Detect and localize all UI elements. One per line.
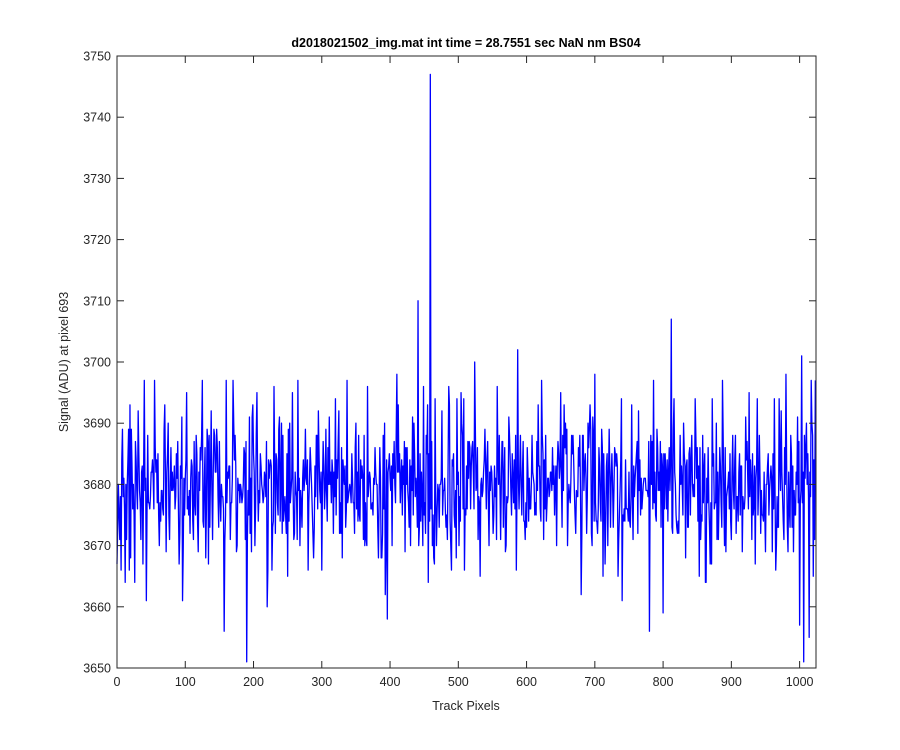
x-tick-label: 500 <box>448 675 469 689</box>
y-tick-label: 3660 <box>83 600 111 614</box>
x-axis-label: Track Pixels <box>432 699 500 713</box>
x-tick-label: 800 <box>653 675 674 689</box>
x-tick-label: 0 <box>114 675 121 689</box>
series-layer <box>116 73 816 663</box>
y-tick-label: 3670 <box>83 539 111 553</box>
y-tick-label: 3730 <box>83 172 111 186</box>
x-tick-label: 1000 <box>786 675 814 689</box>
y-axis: 3650 3660 3670 3680 3690 3700 3710 3720 3730 3740… <box>83 50 816 676</box>
chart-title: d2018021502_img.mat int time = 28.7551 s… <box>291 36 640 50</box>
x-axis: 0 100 200 300 400 500 600 700 800 900 1000 <box>114 56 814 689</box>
x-tick-label: 100 <box>175 675 196 689</box>
x-tick-label: 300 <box>311 675 332 689</box>
y-tick-label: 3690 <box>83 417 111 431</box>
x-tick-label: 700 <box>584 675 605 689</box>
y-tick-label: 3750 <box>83 50 111 64</box>
y-axis-label: Signal (ADU) at pixel 693 <box>57 292 71 432</box>
x-tick-label: 200 <box>243 675 264 689</box>
x-tick-label: 600 <box>516 675 537 689</box>
x-tick-label: 900 <box>721 675 742 689</box>
y-tick-label: 3680 <box>83 478 111 492</box>
y-tick-label: 3710 <box>83 294 111 308</box>
y-tick-label: 3700 <box>83 356 111 370</box>
y-tick-label: 3720 <box>83 233 111 247</box>
y-tick-label: 3650 <box>83 662 111 676</box>
plot-area <box>117 56 816 668</box>
signal-series-line <box>116 73 816 663</box>
x-tick-label: 400 <box>380 675 401 689</box>
y-tick-label: 3740 <box>83 111 111 125</box>
